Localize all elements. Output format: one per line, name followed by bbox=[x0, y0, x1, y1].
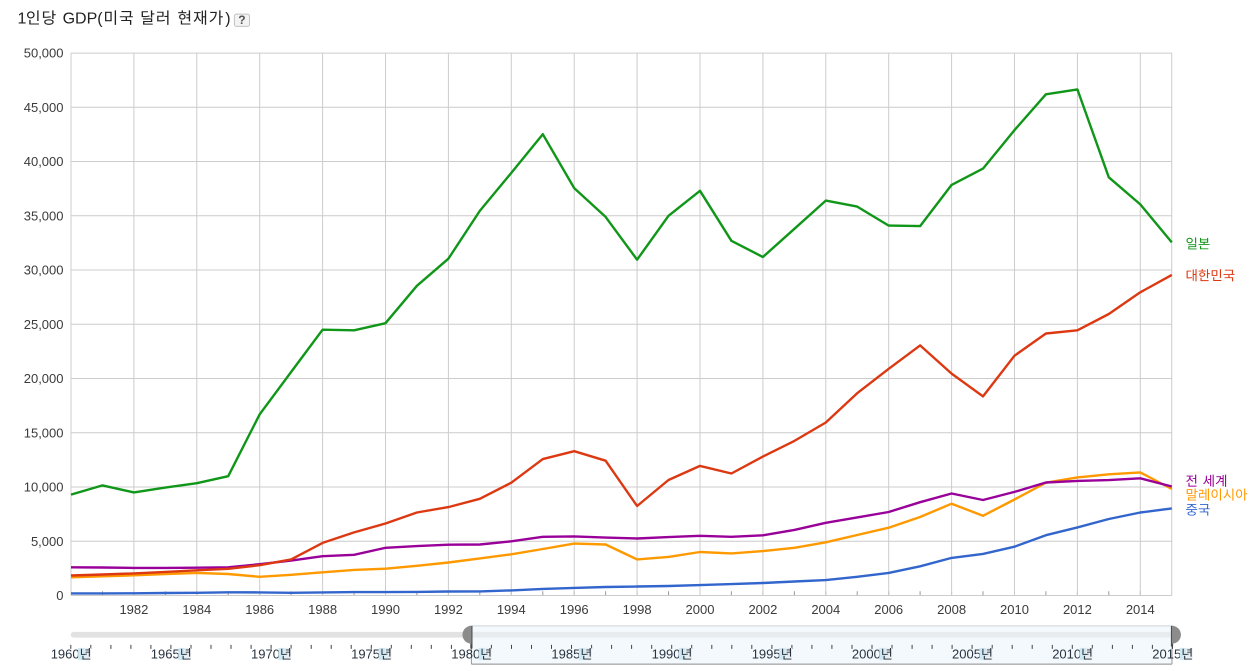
svg-text:5,000: 5,000 bbox=[31, 534, 64, 549]
svg-text:2006: 2006 bbox=[874, 602, 903, 617]
svg-text:35,000: 35,000 bbox=[24, 208, 64, 223]
svg-text:2002: 2002 bbox=[748, 602, 777, 617]
svg-text:1960: 1960 bbox=[51, 647, 80, 662]
svg-text:45,000: 45,000 bbox=[24, 100, 64, 115]
svg-text:2000: 2000 bbox=[686, 602, 715, 617]
svg-text:1998: 1998 bbox=[623, 602, 652, 617]
svg-text:1975: 1975 bbox=[351, 647, 380, 662]
svg-text:50,000: 50,000 bbox=[24, 46, 64, 61]
svg-text:40,000: 40,000 bbox=[24, 154, 64, 169]
svg-text:2000: 2000 bbox=[852, 647, 881, 662]
svg-text:1970: 1970 bbox=[251, 647, 280, 662]
svg-text:0: 0 bbox=[56, 588, 63, 603]
svg-text:1980: 1980 bbox=[451, 647, 480, 662]
svg-text:1984: 1984 bbox=[182, 602, 211, 617]
svg-text:20,000: 20,000 bbox=[24, 371, 64, 386]
svg-text:2010: 2010 bbox=[1000, 602, 1029, 617]
svg-text:2014: 2014 bbox=[1126, 602, 1155, 617]
svg-text:30,000: 30,000 bbox=[24, 263, 64, 278]
svg-text:10,000: 10,000 bbox=[24, 480, 64, 495]
svg-text:25,000: 25,000 bbox=[24, 317, 64, 332]
svg-text:2005: 2005 bbox=[952, 647, 981, 662]
svg-text:): ) bbox=[225, 11, 230, 28]
svg-text:1996: 1996 bbox=[560, 602, 589, 617]
svg-text:1965: 1965 bbox=[151, 647, 180, 662]
svg-text:2010: 2010 bbox=[1052, 647, 1081, 662]
svg-text:?: ? bbox=[238, 13, 245, 27]
svg-text:1990: 1990 bbox=[652, 647, 681, 662]
svg-text:1994: 1994 bbox=[497, 602, 526, 617]
svg-text:2008: 2008 bbox=[937, 602, 966, 617]
svg-text:2012: 2012 bbox=[1063, 602, 1092, 617]
svg-text:1995: 1995 bbox=[752, 647, 781, 662]
svg-text:1982: 1982 bbox=[119, 602, 148, 617]
svg-text:1990: 1990 bbox=[371, 602, 400, 617]
svg-text:2015: 2015 bbox=[1152, 647, 1181, 662]
svg-text:1988: 1988 bbox=[308, 602, 337, 617]
svg-text:1985: 1985 bbox=[551, 647, 580, 662]
svg-text:GDP(: GDP( bbox=[63, 11, 104, 28]
svg-text:1986: 1986 bbox=[245, 602, 274, 617]
svg-text:15,000: 15,000 bbox=[24, 425, 64, 440]
svg-text:2004: 2004 bbox=[811, 602, 840, 617]
svg-text:1: 1 bbox=[18, 11, 27, 28]
svg-text:1992: 1992 bbox=[434, 602, 463, 617]
